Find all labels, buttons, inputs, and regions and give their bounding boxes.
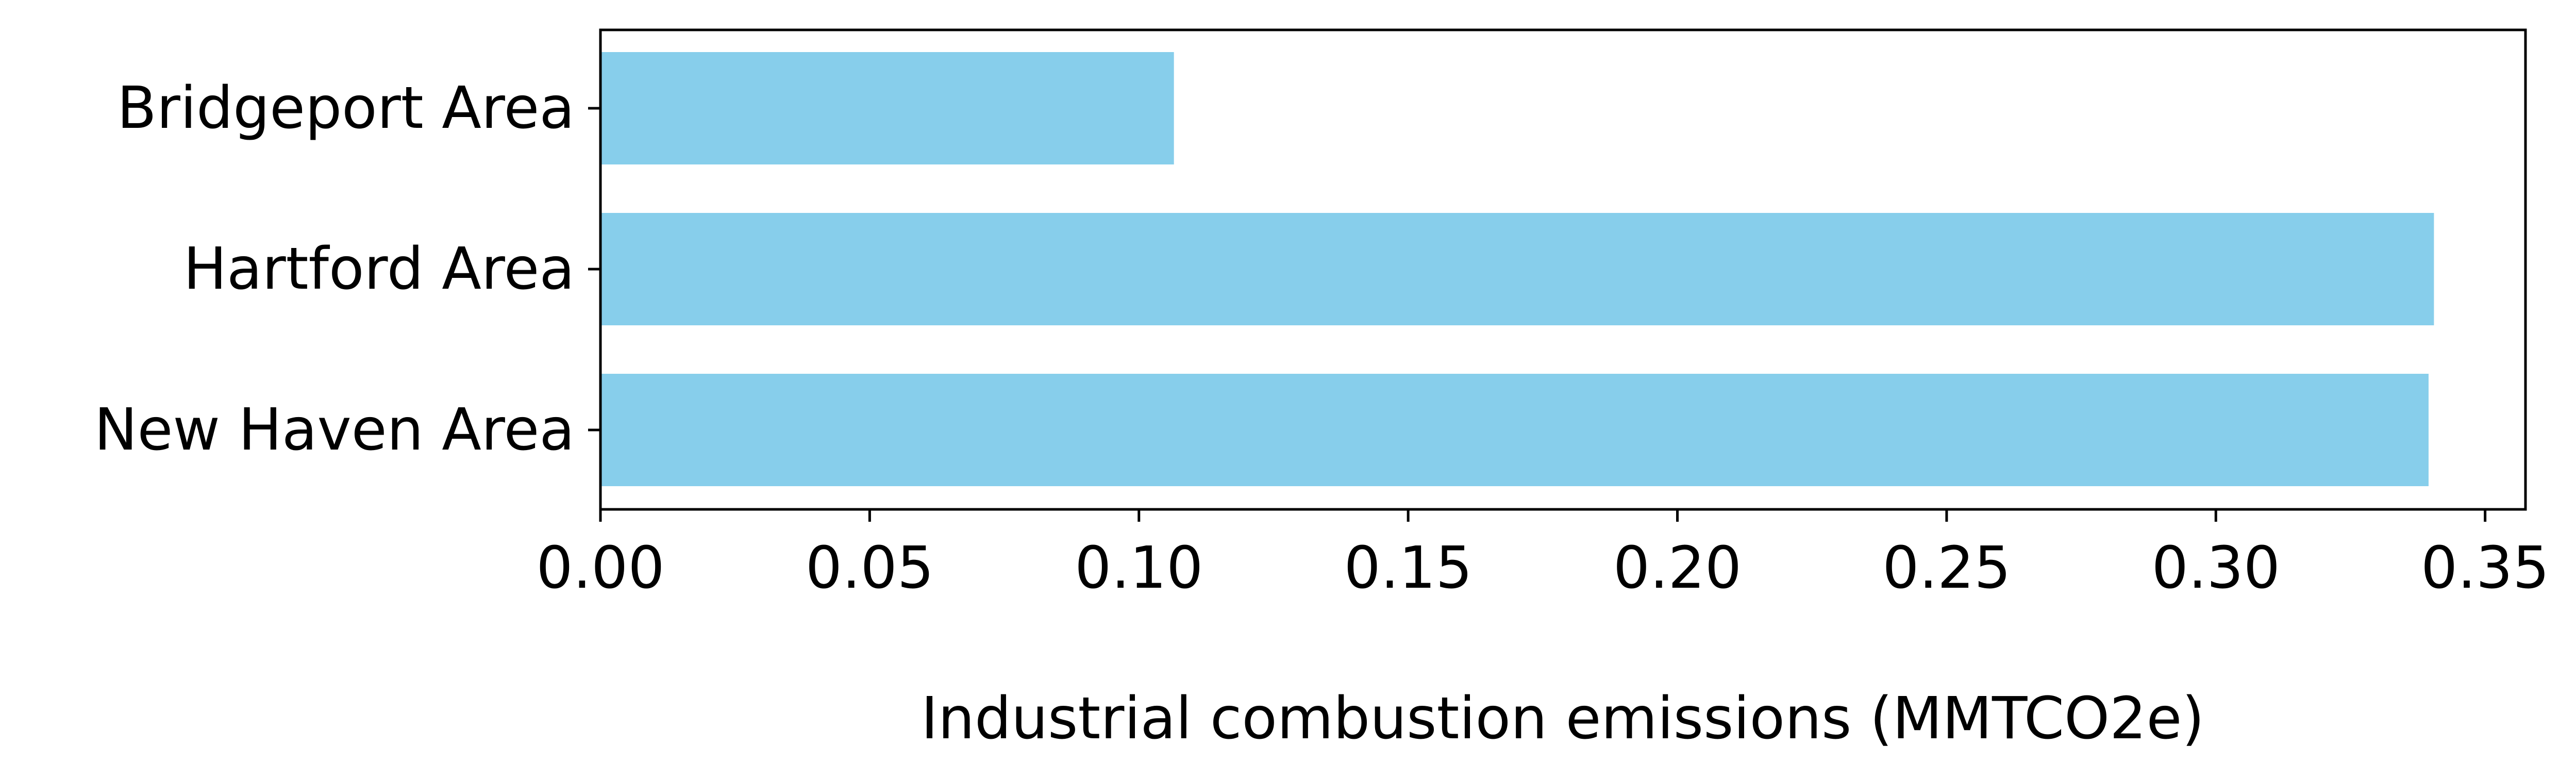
x-tick-label: 0.20	[1613, 535, 1742, 602]
y-tick-label-new-haven-area: New Haven Area	[94, 396, 575, 463]
x-axis-label: Industrial combustion emissions (MMTCO2e…	[921, 685, 2204, 752]
bar-bridgeport-area	[600, 52, 1174, 164]
x-tick-label: 0.35	[2421, 535, 2549, 602]
y-axis: Bridgeport Area Hartford Area New Haven Ar…	[94, 75, 600, 463]
x-tick-label: 0.05	[806, 535, 934, 602]
bar-new-haven-area	[600, 374, 2429, 486]
y-tick-label-hartford-area: Hartford Area	[183, 236, 575, 303]
y-tick-label-bridgeport-area: Bridgeport Area	[117, 75, 575, 142]
bars-group	[600, 52, 2434, 486]
x-tick-label: 0.15	[1344, 535, 1472, 602]
x-tick-label: 0.00	[536, 535, 664, 602]
x-tick-label: 0.10	[1075, 535, 1203, 602]
x-axis: 0.00 0.05 0.10 0.15 0.20 0.25 0.30 0.35	[536, 509, 2549, 602]
x-tick-label: 0.25	[1882, 535, 2011, 602]
bar-hartford-area	[600, 213, 2434, 325]
plot-frame	[599, 28, 2527, 511]
x-tick-label: 0.30	[2152, 535, 2280, 602]
